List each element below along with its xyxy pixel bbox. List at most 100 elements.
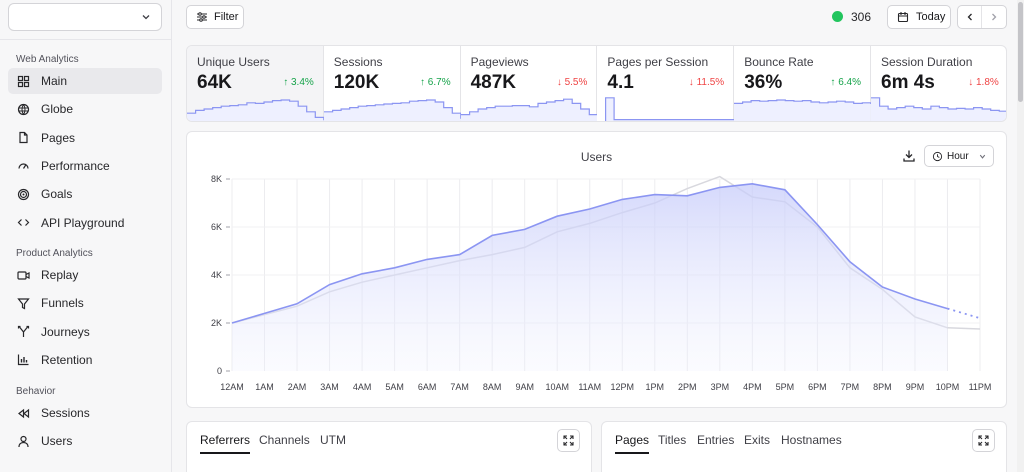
- sparkline-area: [605, 97, 735, 121]
- previous-period-button[interactable]: [958, 6, 983, 28]
- chevron-right-icon: [992, 13, 997, 21]
- sidebar-item-label: Sessions: [41, 406, 90, 420]
- x-tick-label: 10PM: [936, 382, 960, 392]
- stat-card-pages-per-session[interactable]: Pages per Session 4.1 ↓ 11.5%: [597, 46, 735, 121]
- tab-exits[interactable]: Exits: [744, 433, 771, 447]
- sparkline-line: [871, 97, 1006, 112]
- chevron-left-icon: [967, 13, 972, 21]
- expand-icon: [563, 435, 574, 446]
- sidebar-item-label: Globe: [41, 102, 74, 117]
- sidebar-item-funnels[interactable]: Funnels: [8, 290, 162, 316]
- arrow-down-icon: ↓: [556, 77, 562, 88]
- sparkline-area: [871, 97, 1006, 121]
- video-icon: [17, 269, 30, 282]
- tab-pages[interactable]: Pages: [615, 433, 650, 454]
- arrow-down-icon: ↓: [688, 77, 694, 88]
- date-range-button[interactable]: Today: [887, 5, 951, 29]
- live-indicator: [832, 11, 843, 22]
- globe-icon: [17, 103, 30, 116]
- stat-label: Pageviews: [470, 55, 529, 69]
- stat-delta: ↑ 6.7%: [420, 77, 451, 88]
- interval-select[interactable]: Hour: [924, 145, 994, 167]
- stat-delta: ↑ 3.4%: [283, 77, 314, 88]
- y-tick-label: 2K: [211, 318, 222, 328]
- sidebar-item-label: Main: [41, 74, 68, 88]
- x-tick-label: 4PM: [743, 382, 762, 392]
- stats-row: Unique Users 64K ↑ 3.4% Sessions 120K ↑ …: [186, 45, 1007, 122]
- filter-button[interactable]: Filter: [186, 5, 244, 29]
- x-tick-label: 3PM: [711, 382, 730, 392]
- expand-button[interactable]: [972, 429, 995, 452]
- tab-referrers[interactable]: Referrers: [200, 433, 251, 454]
- x-tick-label: 6PM: [808, 382, 827, 392]
- stat-delta-value: 11.5%: [696, 77, 725, 88]
- expand-icon: [978, 435, 989, 446]
- x-tick-label: 1PM: [646, 382, 665, 392]
- x-tick-label: 7PM: [841, 382, 860, 392]
- sidebar-item-retention[interactable]: Retention: [8, 347, 162, 373]
- sidebar-item-label: Journeys: [41, 324, 90, 339]
- x-tick-label: 12PM: [611, 382, 635, 392]
- page-scrollbar[interactable]: [1017, 0, 1024, 472]
- stat-label: Sessions: [333, 55, 383, 69]
- sidebar: Web Analytics Main Globe Pages Performance Go…: [0, 0, 172, 472]
- rewind-icon: [17, 407, 30, 420]
- stat-value: 4.1: [607, 72, 634, 93]
- chevron-down-icon: [979, 154, 986, 159]
- stat-card-sessions[interactable]: Sessions 120K ↑ 6.7%: [323, 46, 461, 121]
- stat-sparkline: [323, 99, 461, 121]
- expand-button[interactable]: [557, 429, 580, 452]
- scrollbar-thumb[interactable]: [1018, 2, 1023, 102]
- x-tick-label: 6AM: [418, 382, 437, 392]
- stat-card-session-duration[interactable]: Session Duration 6m 4s ↓ 1.8%: [871, 46, 1006, 121]
- live-user-count: 306: [851, 10, 872, 24]
- target-icon: [17, 188, 30, 201]
- referrers-panel: Referrers Channels UTM: [186, 421, 592, 472]
- x-tick-label: 8AM: [483, 382, 502, 392]
- site-select[interactable]: [8, 3, 162, 31]
- funnel-icon: [17, 297, 30, 310]
- stat-delta: ↓ 1.8%: [968, 77, 999, 88]
- stat-delta-value: 6.7%: [427, 77, 451, 88]
- sidebar-item-label: Replay: [41, 268, 79, 282]
- stat-card-unique-users[interactable]: Unique Users 64K ↑ 3.4%: [187, 46, 324, 121]
- sidebar-item-api-playground[interactable]: API Playground: [8, 210, 162, 236]
- next-period-button[interactable]: [982, 6, 1006, 28]
- stat-card-pageviews[interactable]: Pageviews 487K ↓ 5.5%: [460, 46, 598, 121]
- stat-label: Unique Users: [197, 55, 270, 69]
- layout-grid-icon: [17, 75, 30, 88]
- tab-entries[interactable]: Entries: [697, 433, 735, 447]
- stat-sparkline: [597, 97, 735, 121]
- sparkline-line: [460, 98, 598, 119]
- stat-value: 120K: [333, 72, 380, 93]
- stat-delta: ↓ 5.5%: [557, 77, 588, 88]
- bar-chart-icon: [17, 353, 30, 366]
- x-tick-label: 11AM: [578, 382, 601, 392]
- split-icon: [17, 325, 30, 338]
- tab-titles[interactable]: Titles: [658, 433, 687, 447]
- tab-utm[interactable]: UTM: [320, 433, 346, 447]
- sparkline-area: [734, 100, 871, 121]
- sidebar-item-main[interactable]: Main: [8, 68, 162, 94]
- user-icon: [17, 435, 30, 448]
- download-icon[interactable]: [902, 149, 916, 163]
- x-tick-label: 1AM: [255, 382, 274, 392]
- arrow-down-icon: ↓: [968, 77, 974, 88]
- x-tick-label: 2AM: [288, 382, 307, 392]
- arrow-up-icon: ↑: [283, 77, 289, 88]
- sidebar-item-performance[interactable]: Performance: [8, 153, 162, 179]
- sidebar-item-users[interactable]: Users: [8, 428, 162, 454]
- tab-channels[interactable]: Channels: [259, 433, 310, 447]
- sidebar-item-replay[interactable]: Replay: [8, 262, 162, 288]
- sidebar-item-goals[interactable]: Goals: [8, 181, 162, 207]
- sidebar-item-journeys[interactable]: Journeys: [8, 319, 162, 345]
- stat-card-bounce-rate[interactable]: Bounce Rate 36% ↑ 6.4%: [734, 46, 871, 121]
- tab-hostnames[interactable]: Hostnames: [781, 433, 842, 447]
- sidebar-item-sessions[interactable]: Sessions: [8, 400, 162, 426]
- series-area-current: [232, 183, 948, 371]
- sidebar-item-globe[interactable]: Globe: [8, 96, 162, 122]
- sparkline-area: [460, 99, 598, 121]
- sidebar-item-label: Pages: [41, 130, 76, 145]
- stat-delta: ↑ 6.4%: [830, 77, 861, 88]
- sidebar-item-pages[interactable]: Pages: [8, 125, 162, 151]
